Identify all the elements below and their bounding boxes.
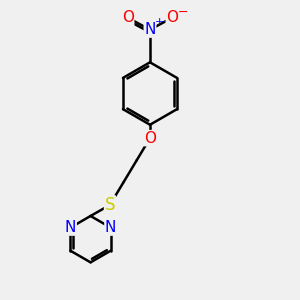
Text: O: O bbox=[166, 10, 178, 25]
Text: O: O bbox=[144, 130, 156, 146]
Text: N: N bbox=[105, 220, 116, 235]
Text: S: S bbox=[105, 196, 115, 214]
Text: N: N bbox=[144, 22, 156, 37]
Text: +: + bbox=[154, 17, 164, 27]
Text: −: − bbox=[177, 6, 188, 19]
Text: O: O bbox=[122, 10, 134, 25]
Text: N: N bbox=[65, 220, 76, 235]
